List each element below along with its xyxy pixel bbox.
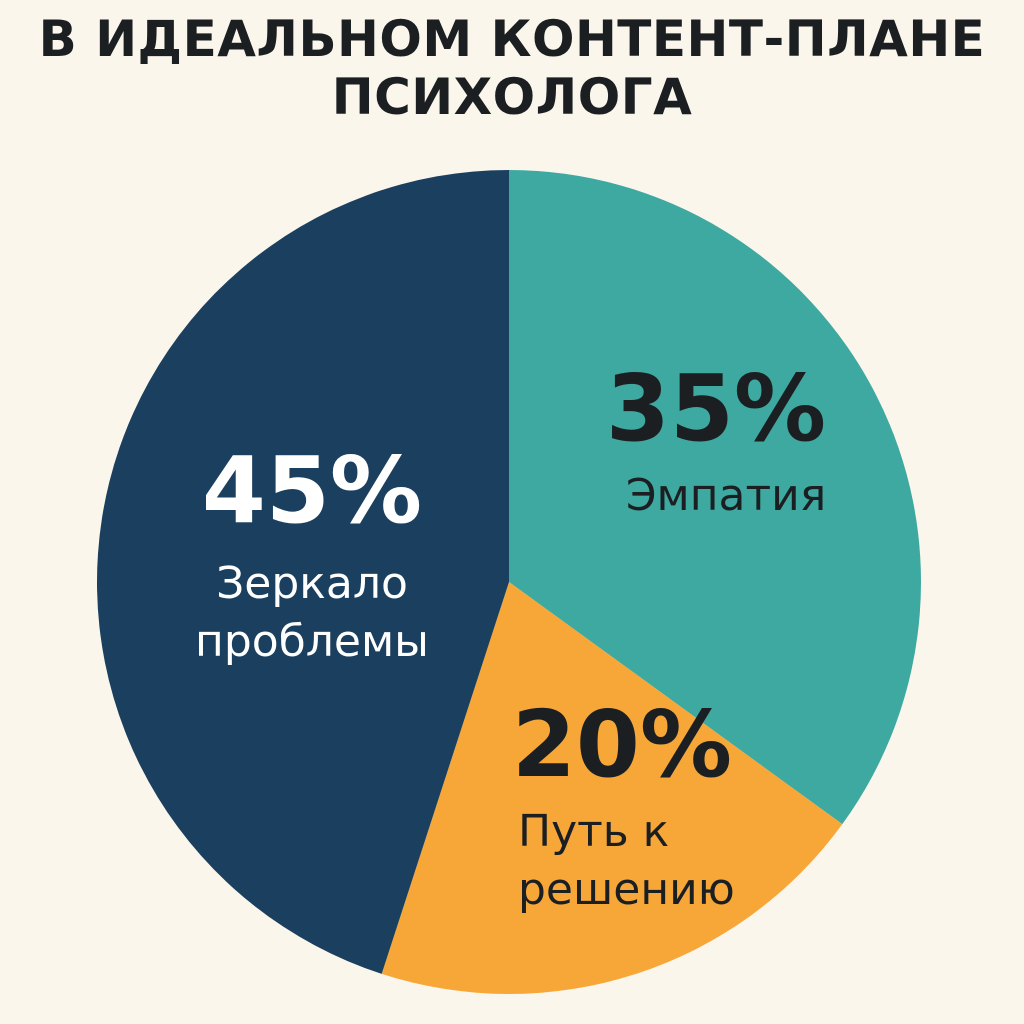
slice-value-label-1: 35%: [606, 355, 826, 462]
slice-value-label-2: 20%: [512, 691, 732, 798]
pie-slice-3: [97, 170, 509, 974]
chart-title-line-1: В ИДЕАЛЬНОМ КОНТЕНТ-ПЛАНЕ: [38, 10, 986, 68]
pie-labels: 35% Эмпатия 20%Путь к решению 45% Зеркало проб…: [195, 355, 826, 915]
slice-category-label-1: Эмпатия: [626, 470, 826, 521]
slice-category-label-3: Зеркало проблемы: [195, 558, 429, 667]
slice-category-label-2: Путь к решению: [518, 806, 735, 915]
chart-title: В ИДЕАЛЬНОМ КОНТЕНТ-ПЛАНЕ ПСИХОЛОГА: [0, 10, 1024, 126]
pie-slice-1: [509, 170, 921, 825]
slice-value-label-3: 45%: [202, 437, 422, 544]
pie-slice-2: [381, 582, 843, 994]
chart-title-line-2: ПСИХОЛОГА: [331, 68, 693, 126]
pie-slices: [97, 170, 921, 994]
